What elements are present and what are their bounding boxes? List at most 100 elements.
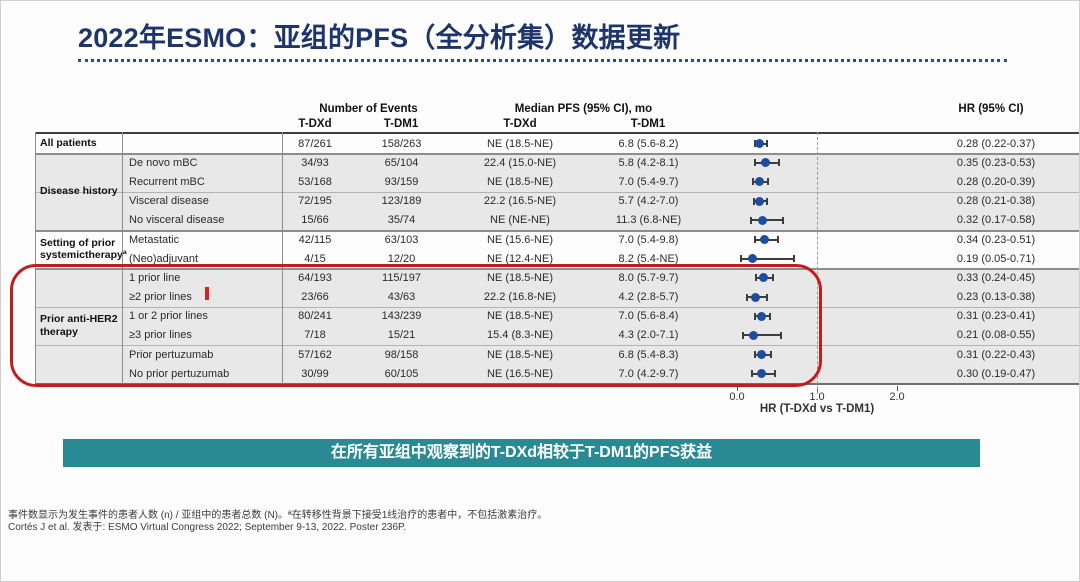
ci-cap-left — [753, 351, 756, 359]
ci-cap-left — [754, 312, 757, 320]
forest-plot-cell — [712, 192, 830, 211]
ci-cap-right — [782, 216, 785, 224]
hr-point-estimate — [749, 330, 759, 340]
events-tdm1-value: 65/104 — [384, 156, 419, 169]
median-tdm1-value: 7.0 (4.2-9.7) — [618, 367, 679, 380]
subgroup-label: ≥3 prior lines — [129, 329, 192, 342]
hr-point-estimate — [754, 177, 764, 187]
group-label: Prior anti-HER2 therapy — [40, 313, 118, 338]
table-border-group — [122, 132, 123, 386]
events-tdxd-value: 15/66 — [301, 214, 329, 227]
header-events-tdm1: T-DM1 — [383, 118, 419, 130]
table-border-left — [35, 132, 36, 386]
footnote-definitions: 事件数显示为发生事件的患者人数 (n) / 亚组中的患者总数 (N)。ª在转移性… — [8, 510, 548, 521]
median-tdxd-value: NE (18.5-NE) — [486, 137, 554, 150]
ci-cap-right — [776, 236, 779, 244]
median-tdm1-value: 7.0 (5.4-9.8) — [618, 233, 679, 246]
subgroup-label: Prior pertuzumab — [129, 348, 214, 361]
events-tdxd-value: 7/18 — [304, 329, 326, 342]
ci-cap-left — [742, 331, 745, 339]
events-tdxd-value: 80/241 — [298, 310, 332, 323]
forest-plot-cell — [712, 134, 830, 153]
ci-line — [741, 257, 794, 260]
ci-cap-right — [765, 140, 768, 148]
table-row: Recurrent mBC 53/168 93/159 NE (18.5-NE) 7.0… — [35, 172, 1080, 191]
events-tdm1-value: 43/63 — [387, 291, 416, 304]
forest-plot-cell — [712, 172, 830, 191]
ci-cap-right — [773, 370, 776, 378]
forest-plot-cell — [712, 345, 830, 364]
events-tdxd-value: 30/99 — [301, 367, 329, 380]
table-row: (Neo)adjuvant 4/15 12/20 NE (12.4-NE) 8.2 (5… — [35, 249, 1080, 268]
subgroup-label: (Neo)adjuvant — [129, 252, 199, 265]
median-tdm1-value: 7.0 (5.6-8.4) — [618, 310, 679, 323]
table-row: 87/261 158/263 NE (18.5-NE) 6.8 (5.6-8.2) 0.… — [35, 134, 1080, 153]
title-dotted-underline — [78, 59, 1007, 62]
table-header: Number of Events Median PFS (95% CI), mo… — [35, 97, 1080, 132]
median-tdm1-value: 11.3 (6.8-NE) — [615, 214, 682, 227]
events-tdm1-value: 35/74 — [387, 214, 416, 227]
events-tdxd-value: 87/261 — [298, 137, 332, 150]
hr-ci-value: 0.28 (0.22-0.37) — [956, 137, 1036, 150]
header-median-tdxd: T-DXd — [503, 118, 537, 130]
events-tdm1-value: 115/197 — [382, 271, 421, 284]
header-number-of-events: Number of Events — [319, 103, 418, 115]
events-tdxd-value: 42/115 — [298, 233, 332, 246]
median-tdxd-value: NE (18.5-NE) — [486, 310, 554, 323]
table-row: 1 or 2 prior lines 80/241 143/239 NE (18.5-… — [35, 307, 1080, 326]
median-tdm1-value: 8.2 (5.4-NE) — [618, 252, 679, 265]
hr-point-estimate — [759, 235, 769, 245]
hr-ci-value: 0.28 (0.21-0.38) — [956, 195, 1036, 208]
hr-ci-value: 0.28 (0.20-0.39) — [956, 175, 1036, 188]
events-tdm1-value: 63/103 — [384, 233, 419, 246]
median-tdm1-value: 6.8 (5.4-8.3) — [618, 348, 679, 361]
subgroup-forest-table: Number of Events Median PFS (95% CI), mo… — [35, 97, 1080, 415]
events-tdm1-value: 98/158 — [384, 348, 419, 361]
hr-ci-value: 0.19 (0.05-0.71) — [956, 252, 1036, 265]
hr-ci-value: 0.33 (0.24-0.45) — [956, 271, 1036, 284]
hr-point-estimate — [750, 292, 760, 302]
ci-cap-left — [740, 255, 742, 263]
subgroup-label: 1 prior line — [129, 271, 181, 284]
events-tdm1-value: 143/239 — [381, 310, 422, 323]
hr-reference-line — [817, 132, 818, 394]
conclusion-banner: 在所有亚组中观察到的T-DXd相较于T-DM1的PFS获益 — [63, 439, 980, 467]
events-tdxd-value: 23/66 — [301, 291, 329, 304]
hr-point-estimate — [758, 273, 768, 283]
events-tdxd-value: 53/168 — [298, 175, 332, 188]
events-tdm1-value: 158/263 — [381, 137, 422, 150]
header-hr-ci: HR (95% CI) — [958, 103, 1024, 115]
subgroup-label: 1 or 2 prior lines — [129, 310, 208, 323]
hr-ci-value: 0.21 (0.08-0.55) — [956, 329, 1036, 342]
table-border-subgroup — [282, 132, 283, 386]
events-tdm1-value: 93/159 — [384, 175, 419, 188]
table-row: 1 prior line 64/193 115/197 NE (18.5-NE) 8.0… — [35, 268, 1080, 287]
ci-cap-right — [766, 293, 769, 301]
subgroup-label: No visceral disease — [129, 214, 225, 227]
table-row: ≥3 prior lines 7/18 15/21 15.4 (8.3-NE) 4.3 … — [35, 326, 1080, 345]
ci-cap-right — [778, 159, 781, 167]
subgroup-label: De novo mBC — [129, 156, 198, 169]
ci-cap-right — [780, 331, 782, 339]
forest-plot-cell — [712, 364, 830, 383]
subgroup-label: Metastatic — [129, 233, 180, 246]
hr-point-estimate — [760, 158, 770, 168]
events-tdm1-value: 12/20 — [387, 252, 416, 265]
median-tdxd-value: 22.4 (15.0-NE) — [483, 156, 557, 169]
table-row: No prior pertuzumab 30/99 60/105 NE (16.5-N… — [35, 364, 1080, 383]
events-tdm1-value: 60/105 — [384, 367, 419, 380]
hr-ci-value: 0.32 (0.17-0.58) — [956, 214, 1036, 227]
table-row: ≥2 prior lines 23/66 43/63 22.2 (16.8-NE) 4.… — [35, 288, 1080, 307]
header-median-pfs: Median PFS (95% CI), mo — [514, 103, 653, 115]
hr-point-estimate — [758, 215, 768, 225]
median-tdxd-value: NE (NE-NE) — [490, 214, 550, 227]
row-group: All patients 87/261 158/263 NE (18.5-NE) 6.8… — [35, 134, 1080, 153]
hr-point-estimate — [757, 350, 767, 360]
hr-point-estimate — [754, 139, 764, 149]
hr-point-estimate — [756, 369, 766, 379]
hr-ci-value: 0.31 (0.22-0.43) — [956, 348, 1036, 361]
median-tdxd-value: NE (18.5-NE) — [486, 271, 554, 284]
hr-ci-value: 0.30 (0.19-0.47) — [956, 367, 1036, 380]
forest-plot-cell — [712, 230, 830, 249]
subgroup-label: ≥2 prior lines — [129, 291, 192, 304]
